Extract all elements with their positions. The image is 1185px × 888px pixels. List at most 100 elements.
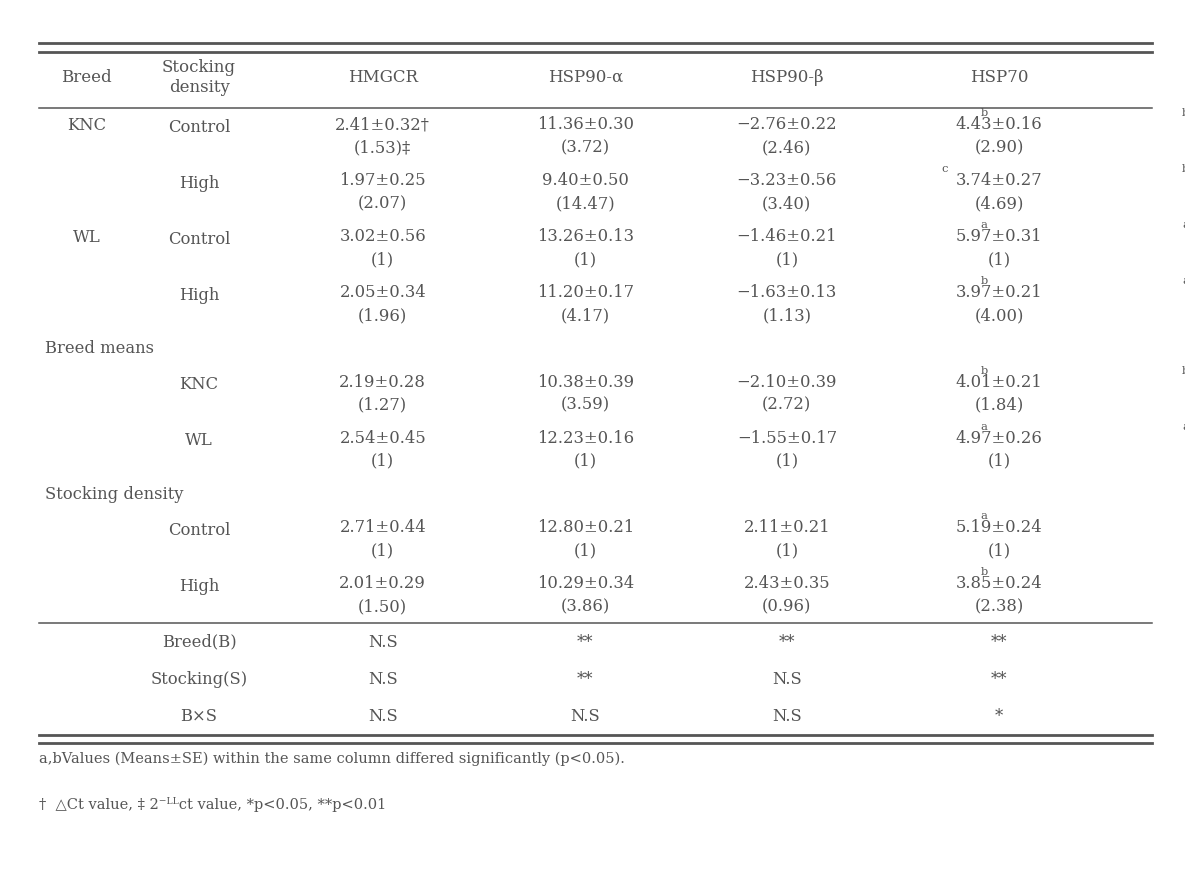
- Text: WL: WL: [185, 432, 213, 449]
- Text: **: **: [577, 670, 594, 688]
- Text: −1.46±0.21: −1.46±0.21: [737, 228, 837, 245]
- Text: (3.40): (3.40): [762, 195, 812, 212]
- Text: (1): (1): [574, 543, 597, 559]
- Text: N.S: N.S: [771, 670, 802, 688]
- Text: a,bValues (Means±SE) within the same column differed significantly (p<0.05).: a,bValues (Means±SE) within the same col…: [39, 751, 624, 765]
- Text: 12.23±0.16: 12.23±0.16: [537, 430, 634, 447]
- Text: HMGCR: HMGCR: [347, 68, 418, 86]
- Text: 5.19±0.24: 5.19±0.24: [955, 519, 1043, 536]
- Text: *: *: [995, 708, 1003, 725]
- Text: a: a: [980, 422, 987, 432]
- Text: b: b: [1181, 108, 1185, 118]
- Text: 2.41±0.32†: 2.41±0.32†: [335, 116, 430, 133]
- Text: 9.40±0.50: 9.40±0.50: [542, 172, 629, 189]
- Text: 3.74±0.27: 3.74±0.27: [955, 172, 1043, 189]
- Text: 4.97±0.26: 4.97±0.26: [955, 430, 1043, 447]
- Text: 12.80±0.21: 12.80±0.21: [537, 519, 634, 536]
- Text: a: a: [1181, 276, 1185, 286]
- Text: 4.43±0.16: 4.43±0.16: [955, 116, 1043, 133]
- Text: KNC: KNC: [66, 117, 107, 134]
- Text: Stocking density: Stocking density: [45, 486, 184, 503]
- Text: (1.53)‡: (1.53)‡: [354, 139, 411, 156]
- Text: 2.01±0.29: 2.01±0.29: [339, 575, 427, 592]
- Text: N.S: N.S: [367, 633, 398, 651]
- Text: 11.36±0.30: 11.36±0.30: [537, 116, 634, 133]
- Text: HSP90-α: HSP90-α: [547, 68, 623, 86]
- Text: b: b: [980, 108, 988, 118]
- Text: (2.38): (2.38): [974, 599, 1024, 615]
- Text: Breed(B): Breed(B): [162, 633, 236, 651]
- Text: c: c: [941, 164, 948, 174]
- Text: Breed means: Breed means: [45, 340, 154, 358]
- Text: 10.38±0.39: 10.38±0.39: [537, 374, 634, 391]
- Text: b: b: [980, 366, 988, 376]
- Text: **: **: [991, 633, 1007, 651]
- Text: 2.43±0.35: 2.43±0.35: [743, 575, 831, 592]
- Text: (1): (1): [775, 453, 799, 470]
- Text: (1.13): (1.13): [762, 307, 812, 324]
- Text: −1.55±0.17: −1.55±0.17: [737, 430, 837, 447]
- Text: (1): (1): [371, 453, 395, 470]
- Text: **: **: [779, 633, 795, 651]
- Text: a: a: [1181, 422, 1185, 432]
- Text: 3.97±0.21: 3.97±0.21: [955, 284, 1043, 301]
- Text: (3.86): (3.86): [561, 599, 610, 615]
- Text: Control: Control: [168, 119, 230, 136]
- Text: Stocking
density: Stocking density: [162, 59, 236, 96]
- Text: (14.47): (14.47): [556, 195, 615, 212]
- Text: (2.72): (2.72): [762, 397, 812, 414]
- Text: N.S: N.S: [367, 708, 398, 725]
- Text: (2.90): (2.90): [974, 139, 1024, 156]
- Text: 5.97±0.31: 5.97±0.31: [956, 228, 1042, 245]
- Text: N.S: N.S: [367, 670, 398, 688]
- Text: WL: WL: [72, 229, 101, 246]
- Text: Stocking(S): Stocking(S): [150, 670, 248, 688]
- Text: **: **: [991, 670, 1007, 688]
- Text: (1): (1): [987, 453, 1011, 470]
- Text: b: b: [980, 276, 988, 286]
- Text: (1): (1): [574, 251, 597, 268]
- Text: −2.76±0.22: −2.76±0.22: [737, 116, 837, 133]
- Text: (1): (1): [371, 251, 395, 268]
- Text: −2.10±0.39: −2.10±0.39: [737, 374, 837, 391]
- Text: 11.20±0.17: 11.20±0.17: [537, 284, 634, 301]
- Text: 3.02±0.56: 3.02±0.56: [339, 228, 427, 245]
- Text: **: **: [577, 633, 594, 651]
- Text: (2.46): (2.46): [762, 139, 812, 156]
- Text: (0.96): (0.96): [762, 599, 812, 615]
- Text: a: a: [980, 511, 987, 521]
- Text: HSP70: HSP70: [969, 68, 1029, 86]
- Text: (1): (1): [574, 453, 597, 470]
- Text: HSP90-β: HSP90-β: [750, 68, 824, 86]
- Text: b: b: [1181, 164, 1185, 174]
- Text: Control: Control: [168, 522, 230, 539]
- Text: 2.05±0.34: 2.05±0.34: [339, 284, 427, 301]
- Text: Breed: Breed: [62, 68, 111, 86]
- Text: (1): (1): [775, 251, 799, 268]
- Text: 4.01±0.21: 4.01±0.21: [955, 374, 1043, 391]
- Text: (4.00): (4.00): [974, 307, 1024, 324]
- Text: (1.50): (1.50): [358, 599, 408, 615]
- Text: (4.17): (4.17): [561, 307, 610, 324]
- Text: (1.84): (1.84): [974, 397, 1024, 414]
- Text: (1.27): (1.27): [358, 397, 408, 414]
- Text: 2.54±0.45: 2.54±0.45: [339, 430, 427, 447]
- Text: b: b: [980, 567, 988, 577]
- Text: Control: Control: [168, 231, 230, 248]
- Text: (1.96): (1.96): [358, 307, 408, 324]
- Text: 10.29±0.34: 10.29±0.34: [537, 575, 634, 592]
- Text: N.S: N.S: [570, 708, 601, 725]
- Text: High: High: [179, 175, 219, 192]
- Text: (2.07): (2.07): [358, 195, 408, 212]
- Text: b: b: [1181, 366, 1185, 376]
- Text: a: a: [1181, 220, 1185, 230]
- Text: High: High: [179, 287, 219, 304]
- Text: −3.23±0.56: −3.23±0.56: [737, 172, 837, 189]
- Text: (1): (1): [987, 543, 1011, 559]
- Text: (1): (1): [775, 543, 799, 559]
- Text: (3.72): (3.72): [561, 139, 610, 156]
- Text: 2.11±0.21: 2.11±0.21: [743, 519, 831, 536]
- Text: (1): (1): [371, 543, 395, 559]
- Text: N.S: N.S: [771, 708, 802, 725]
- Text: High: High: [179, 578, 219, 595]
